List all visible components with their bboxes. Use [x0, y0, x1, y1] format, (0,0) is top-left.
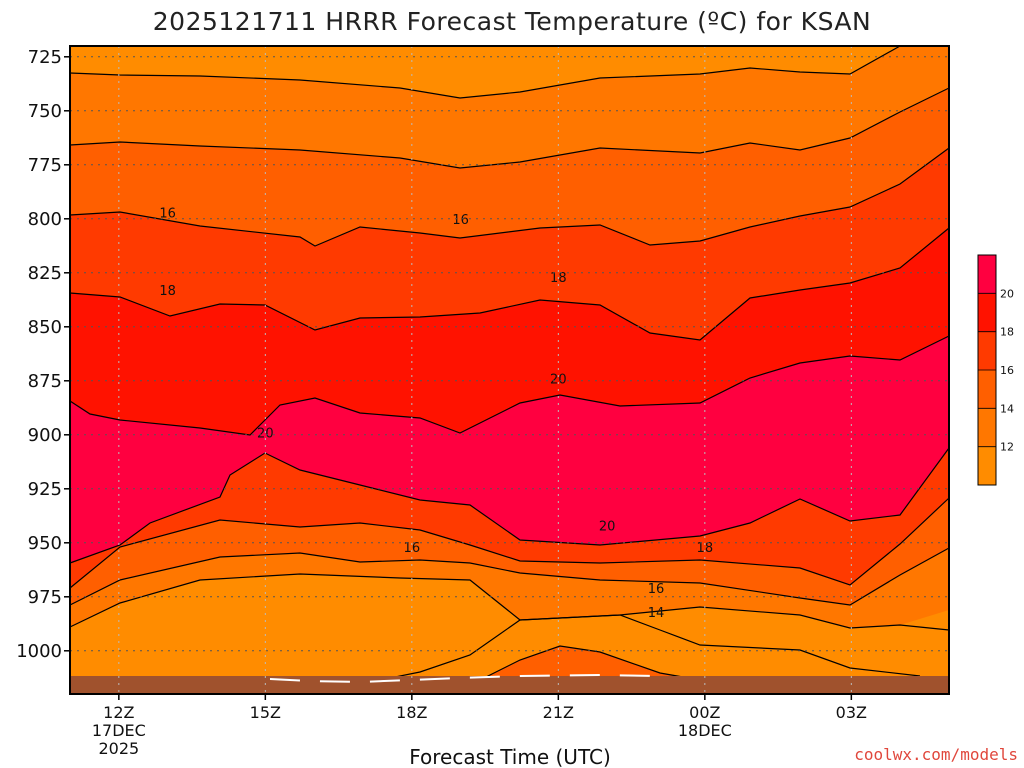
- contour-label: 16: [648, 582, 665, 597]
- y-axis: 725 750 775 800 825 850 875 900 925 950 975 1000: [16, 47, 70, 662]
- contour-label: 18: [159, 284, 176, 299]
- plot-frame: [69, 45, 950, 695]
- contour-line: [69, 87, 950, 169]
- contour-label: 18: [697, 541, 714, 556]
- y-tick-label: 900: [28, 425, 62, 446]
- x-tick-label: 12Z: [103, 703, 134, 722]
- band-near-surface: [480, 646, 700, 680]
- y-tick-label: 925: [28, 479, 62, 500]
- contour-line: [359, 614, 921, 685]
- x-tick-label: 03Z: [836, 703, 867, 722]
- y-tick-label: 825: [28, 263, 62, 284]
- x-tick-label: 17DEC: [92, 721, 146, 740]
- x-tick-label: 00Z: [689, 703, 720, 722]
- contour-line: [69, 497, 950, 589]
- contour-line: [69, 447, 950, 564]
- x-tick-label: 15Z: [250, 703, 281, 722]
- contour-label: 14: [648, 606, 665, 621]
- contour-line: [69, 335, 950, 436]
- y-tick-label: 875: [28, 371, 62, 392]
- colorbar-label: 20: [1000, 287, 1014, 300]
- y-tick-label: 950: [28, 533, 62, 554]
- colorbar-label: 16: [1000, 364, 1014, 377]
- grid-lines: [70, 46, 949, 694]
- y-tick-label: 975: [28, 587, 62, 608]
- colorbar-swatch: [978, 255, 996, 294]
- colorbar-swatch: [978, 331, 996, 371]
- x-tick-label: 18Z: [396, 703, 427, 722]
- colorbar-swatch: [978, 370, 996, 409]
- ground-edge: [269, 673, 661, 684]
- x-tick-label: 2025: [98, 739, 139, 758]
- colorbar-label: 14: [1000, 402, 1014, 415]
- y-tick-label: 750: [28, 101, 62, 122]
- colorbar: 12 14 16 18 20: [977, 254, 1014, 486]
- x-tick-label: 21Z: [543, 703, 574, 722]
- y-tick-label: 1000: [16, 641, 62, 662]
- colorbar-label: 18: [1000, 326, 1014, 339]
- x-tick-label: 18DEC: [678, 721, 732, 740]
- y-tick-label: 800: [28, 209, 62, 230]
- contour-line: [69, 45, 901, 99]
- contour-label: 16: [159, 206, 176, 221]
- contour-lines: [69, 45, 950, 685]
- contour-label: 16: [452, 213, 469, 228]
- x-axis-label: Forecast Time (UTC): [409, 745, 611, 768]
- credit-link[interactable]: coolwx.com/models: [854, 745, 1018, 764]
- ground-surface: [70, 676, 949, 694]
- band-above-20: [70, 336, 949, 563]
- y-tick-label: 850: [28, 317, 62, 338]
- contour-label: 20: [599, 520, 616, 535]
- chart-title: 2025121711 HRRR Forecast Temperature (ºC…: [153, 7, 871, 36]
- contour-line: [69, 227, 950, 341]
- contour-line: [69, 147, 950, 247]
- colorbar-swatch: [978, 446, 996, 486]
- y-tick-label: 725: [28, 47, 62, 68]
- contour-label: 16: [404, 541, 421, 556]
- y-tick-label: 775: [28, 155, 62, 176]
- colorbar-swatch: [978, 293, 996, 333]
- colorbar-label: 12: [1000, 441, 1014, 454]
- contour-label: 20: [257, 427, 274, 442]
- contour-line: [69, 547, 950, 606]
- contour-label: 20: [550, 373, 567, 388]
- contour-line: [479, 645, 701, 681]
- colorbar-swatch: [978, 408, 996, 448]
